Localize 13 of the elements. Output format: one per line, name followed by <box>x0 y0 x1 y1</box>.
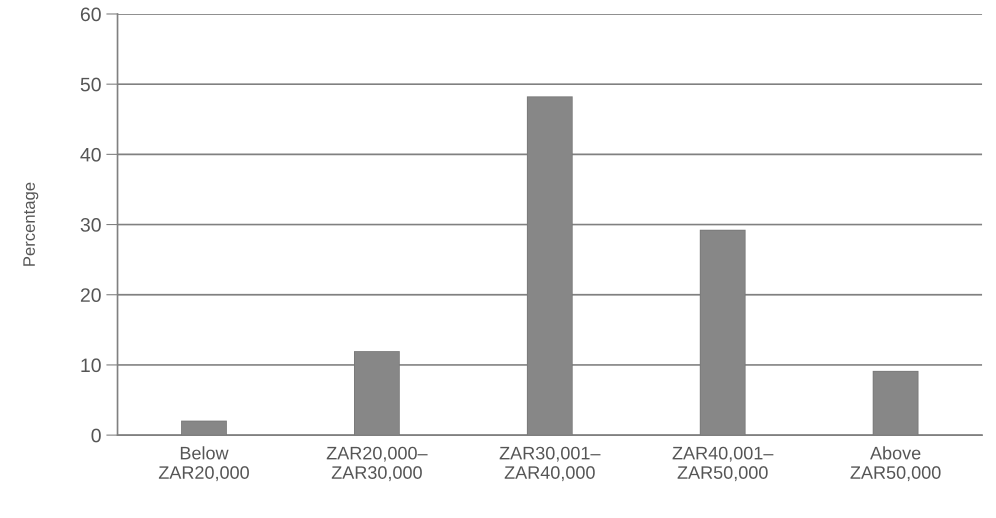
x-tick-label: ZAR40,001– ZAR50,000 <box>672 446 774 482</box>
x-tick-label: Above ZAR50,000 <box>850 446 941 482</box>
y-tick-label: 0 <box>92 428 101 442</box>
x-tick-label: ZAR30,001– ZAR40,000 <box>500 446 600 482</box>
x-tick-label: ZAR20,000– ZAR30,000 <box>326 446 428 482</box>
y-tick-label: 20 <box>80 288 101 302</box>
y-tick-label: 30 <box>80 218 101 232</box>
y-tick-label: 50 <box>80 78 101 92</box>
y-tick-label: 40 <box>80 148 101 162</box>
y-tick-label: 60 <box>80 7 101 22</box>
y-tick-label: 10 <box>81 358 101 372</box>
x-tick-label: Below ZAR20,000 <box>158 446 249 482</box>
y-axis-title: Percentage <box>23 182 38 266</box>
